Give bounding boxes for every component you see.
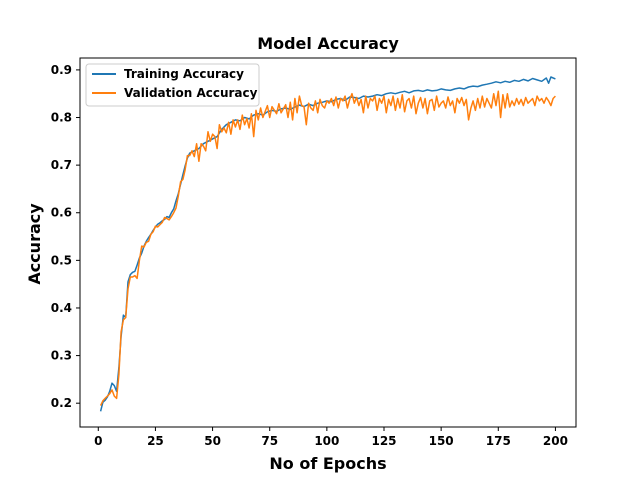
x-tick-label-175: 175 <box>486 434 511 448</box>
y-axis-label: Accuracy <box>25 203 44 285</box>
axis-ticks: 0 25 50 75 100 125 150 175 200 0.2 0.3 0.4 0.5 0.6 0.7… <box>51 63 568 448</box>
x-tick-label-0: 0 <box>94 434 102 448</box>
y-tick-label-0.7: 0.7 <box>51 158 72 172</box>
y-tick-label-0.6: 0.6 <box>51 206 72 220</box>
plot-frame <box>79 57 577 428</box>
legend-label-training: Training Accuracy <box>124 67 244 81</box>
x-tick-label-100: 100 <box>314 434 339 448</box>
plot-lines <box>99 76 556 412</box>
x-tick-label-50: 50 <box>204 434 221 448</box>
y-tick-label-0.9: 0.9 <box>51 63 72 77</box>
x-tick-label-125: 125 <box>371 434 396 448</box>
y-tick-label-0.5: 0.5 <box>51 253 72 267</box>
y-tick-label-0.3: 0.3 <box>51 349 72 363</box>
series-line-validation-accuracy <box>99 90 556 406</box>
legend-label-validation: Validation Accuracy <box>124 86 258 100</box>
x-tick-label-25: 25 <box>147 434 164 448</box>
legend-box <box>85 63 260 107</box>
y-tick-label-0.2: 0.2 <box>51 396 72 410</box>
x-tick-label-75: 75 <box>261 434 278 448</box>
x-tick-label-150: 150 <box>429 434 454 448</box>
legend: Training Accuracy Validation Accuracy <box>85 63 260 107</box>
x-tick-label-200: 200 <box>543 434 568 448</box>
y-tick-label-0.4: 0.4 <box>51 301 72 315</box>
chart-title: Model Accuracy <box>257 34 399 53</box>
y-tick-label-0.8: 0.8 <box>51 111 72 125</box>
x-axis-label: No of Epochs <box>269 454 386 473</box>
